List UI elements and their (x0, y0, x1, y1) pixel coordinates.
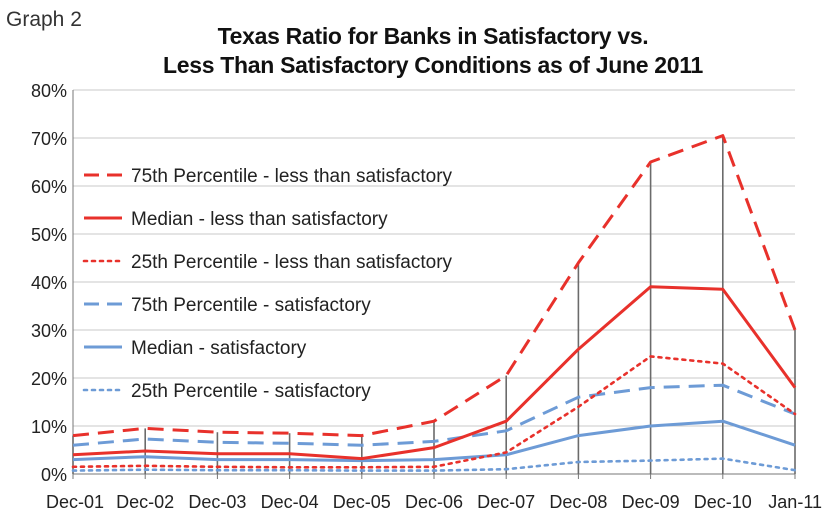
legend-label: Median - less than satisfactory (131, 209, 388, 230)
y-tick-label: 40% (31, 273, 67, 293)
x-tick-label: Dec-05 (333, 492, 391, 512)
series-line-1 (72, 134, 797, 438)
legend-label: 25th Percentile - less than satisfactory (131, 252, 453, 273)
x-tick-label: Dec-02 (116, 492, 174, 512)
y-tick-label: 30% (31, 321, 67, 341)
series-line-5 (72, 419, 796, 463)
x-tick-label: Dec-08 (549, 492, 607, 512)
chart-title-line-1: Texas Ratio for Banks in Satisfactory vs… (217, 23, 649, 49)
legend-label: 25th Percentile - satisfactory (131, 381, 371, 402)
x-tick-label: Dec-07 (477, 492, 535, 512)
chart-title-line-2: Less Than Satisfactory Conditions as of … (162, 52, 704, 78)
series-line-2 (72, 285, 797, 461)
x-tick-label: Dec-04 (261, 492, 319, 512)
x-tick-label: Dec-01 (46, 492, 104, 512)
x-tick-label: Dec-10 (694, 492, 752, 512)
legend-label: Median - satisfactory (131, 338, 307, 359)
series-line-3 (71, 355, 797, 469)
y-tick-label: 50% (31, 225, 67, 245)
y-tick-label: 0% (41, 465, 67, 485)
y-tick-label: 70% (31, 129, 67, 149)
x-tick-label: Dec-06 (405, 492, 463, 512)
legend-label: 75th Percentile - less than satisfactory (131, 166, 453, 187)
graph-label: Graph 2 (6, 8, 82, 31)
series-line-6 (71, 457, 797, 472)
y-tick-label: 80% (31, 81, 67, 101)
x-tick-label: Dec-03 (188, 492, 246, 512)
y-tick-label: 10% (31, 417, 67, 437)
series-line-4 (72, 383, 796, 447)
x-tick-label: Jan-11 (768, 492, 822, 512)
x-tick-label: Dec-09 (622, 492, 680, 512)
y-tick-label: 20% (31, 369, 67, 389)
y-tick-label: 60% (31, 177, 67, 197)
legend-label: 75th Percentile - satisfactory (131, 295, 371, 316)
